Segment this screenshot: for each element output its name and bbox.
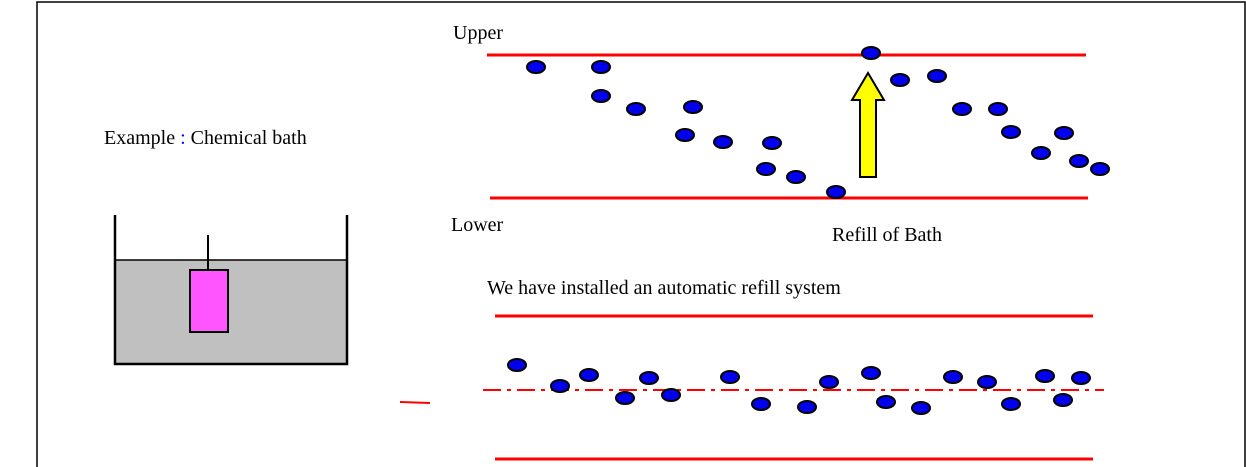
dot	[1036, 370, 1054, 382]
dot	[684, 101, 702, 113]
dot	[616, 392, 634, 404]
example-separator: :	[180, 127, 186, 149]
dot	[978, 376, 996, 388]
example-subject: Chemical bath	[191, 127, 307, 149]
dot	[1091, 163, 1109, 175]
dot	[798, 401, 816, 413]
stray-mark	[400, 402, 430, 403]
dot	[862, 367, 880, 379]
dot	[891, 74, 909, 86]
dot	[953, 103, 971, 115]
dot	[1072, 372, 1090, 384]
example-word: Example	[104, 127, 175, 149]
dot	[592, 90, 610, 102]
liquid	[115, 260, 347, 364]
probe	[190, 270, 228, 332]
dot	[787, 171, 805, 183]
dot	[508, 359, 526, 371]
dot	[662, 389, 680, 401]
dot	[1002, 398, 1020, 410]
example-label: Example : Chemical bath	[104, 127, 307, 149]
dot	[1055, 127, 1073, 139]
refill-arrow	[852, 73, 884, 177]
tank	[115, 215, 347, 364]
dot	[928, 70, 946, 82]
dot	[877, 396, 895, 408]
dot	[757, 163, 775, 175]
upper-label: Upper	[453, 22, 503, 44]
arrow-label: Refill of Bath	[832, 224, 942, 246]
dot	[592, 61, 610, 73]
dot	[862, 47, 880, 59]
dot	[912, 402, 930, 414]
dot	[676, 129, 694, 141]
dot	[820, 376, 838, 388]
dot	[527, 61, 545, 73]
dot	[1054, 394, 1072, 406]
dot	[944, 371, 962, 383]
dot	[551, 380, 569, 392]
dots	[508, 47, 1109, 414]
dot	[1032, 147, 1050, 159]
lower-label: Lower	[451, 214, 504, 236]
caption: We have installed an automatic refill sy…	[487, 277, 841, 299]
dot	[1002, 126, 1020, 138]
dot	[640, 372, 658, 384]
dot	[721, 371, 739, 383]
dot	[827, 186, 845, 198]
dot	[752, 398, 770, 410]
slide: Example : Chemical bath Upper Lower Refi…	[0, 0, 1246, 467]
dot	[714, 136, 732, 148]
dot	[627, 103, 645, 115]
dot	[763, 137, 781, 149]
dot	[989, 103, 1007, 115]
dot	[1070, 155, 1088, 167]
dot	[580, 369, 598, 381]
